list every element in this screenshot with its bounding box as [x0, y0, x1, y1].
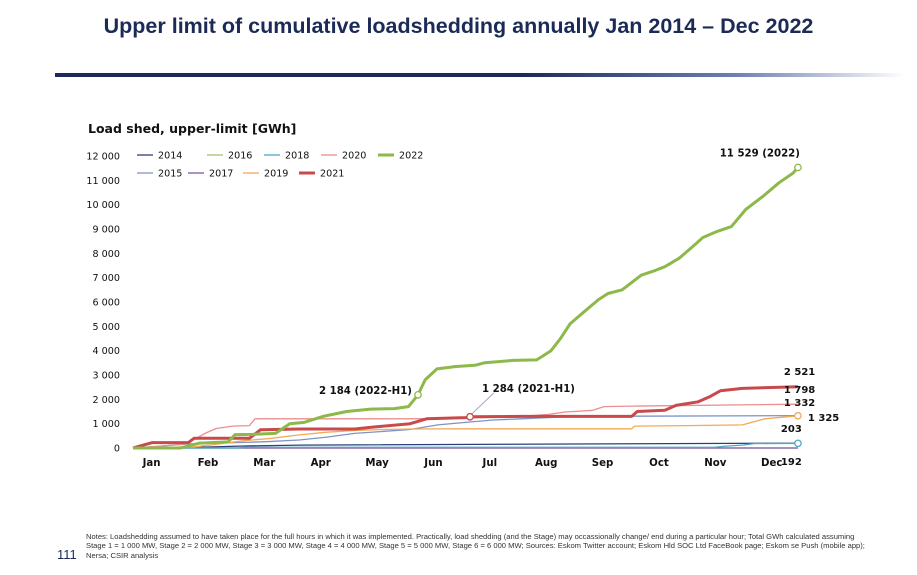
annotation-2021-h1: 1 284 (2021-H1): [482, 384, 575, 395]
y-tick-label: 2 000: [93, 395, 120, 406]
y-tick-label: 10 000: [86, 200, 120, 211]
y-tick-label: 7 000: [93, 273, 120, 284]
y-tick-label: 11 000: [86, 176, 120, 187]
marker-2021-h1: [466, 412, 474, 421]
x-tick-label: Oct: [649, 458, 669, 469]
marker-2018-end: [794, 439, 802, 448]
y-tick-label: 12 000: [86, 152, 120, 163]
x-tick-label: Sep: [592, 458, 614, 469]
legend-label: 2017: [209, 169, 233, 180]
legend-label: 2014: [158, 151, 182, 162]
title-divider: [55, 73, 905, 77]
legend-label: 2015: [158, 169, 182, 180]
legend-label: 2020: [342, 151, 366, 162]
x-tick-label: Mar: [253, 458, 275, 469]
legend-label: 2018: [285, 151, 309, 162]
marker-2019-end: [794, 411, 802, 420]
x-tick-label: Jul: [482, 458, 498, 469]
end-label-2014: 203: [781, 424, 802, 435]
marker-2022-h1: [414, 391, 422, 399]
y-tick-label: 9 000: [93, 225, 120, 236]
x-tick-label: Feb: [198, 458, 219, 469]
y-tick-label: 6 000: [93, 298, 120, 309]
series-line-2021: [132, 385, 798, 450]
y-tick-label: 0: [114, 444, 120, 455]
page-number: 111: [57, 547, 77, 562]
legend-label: 2019: [264, 169, 288, 180]
series-line-2019: [132, 415, 798, 449]
series-line-2022: [133, 166, 800, 450]
y-tick-label: 3 000: [93, 371, 120, 382]
series-line-2018: [133, 442, 798, 449]
end-label-2020: 1 798: [784, 385, 815, 396]
marker-2022-end: [794, 163, 802, 172]
legend-label: 2022: [399, 151, 423, 162]
x-tick-label: Aug: [535, 458, 557, 469]
annotation-leader-2021-h1: [470, 392, 495, 416]
x-tick-label: Nov: [704, 458, 727, 469]
legend-label: 2016: [228, 151, 252, 162]
end-label-2018: 192: [781, 457, 802, 468]
x-tick-label: Dec: [761, 458, 782, 469]
end-label-2019: 1 325: [808, 413, 839, 424]
x-tick-label: Jun: [423, 458, 442, 469]
x-tick-label: May: [365, 458, 389, 469]
legend-label: 2021: [320, 169, 344, 180]
x-tick-label: Jan: [142, 458, 161, 469]
notes-text: Notes: Loadshedding assumed to have take…: [86, 532, 865, 560]
y-tick-label: 4 000: [93, 346, 120, 357]
y-tick-label: 8 000: [93, 249, 120, 260]
y-tick-label: 1 000: [93, 419, 120, 430]
slide-title: Upper limit of cumulative loadshedding a…: [103, 14, 814, 38]
end-label-2021: 2 521: [784, 367, 815, 378]
x-tick-label: Apr: [311, 458, 331, 469]
end-label-2015: 1 332: [784, 398, 815, 409]
annotation-2022-h1: 2 184 (2022-H1): [319, 386, 412, 397]
chart-title: Load shed, upper-limit [GWh]: [88, 121, 297, 136]
y-tick-label: 5 000: [93, 322, 120, 333]
annotation-2022-total: 11 529 (2022): [720, 148, 800, 159]
